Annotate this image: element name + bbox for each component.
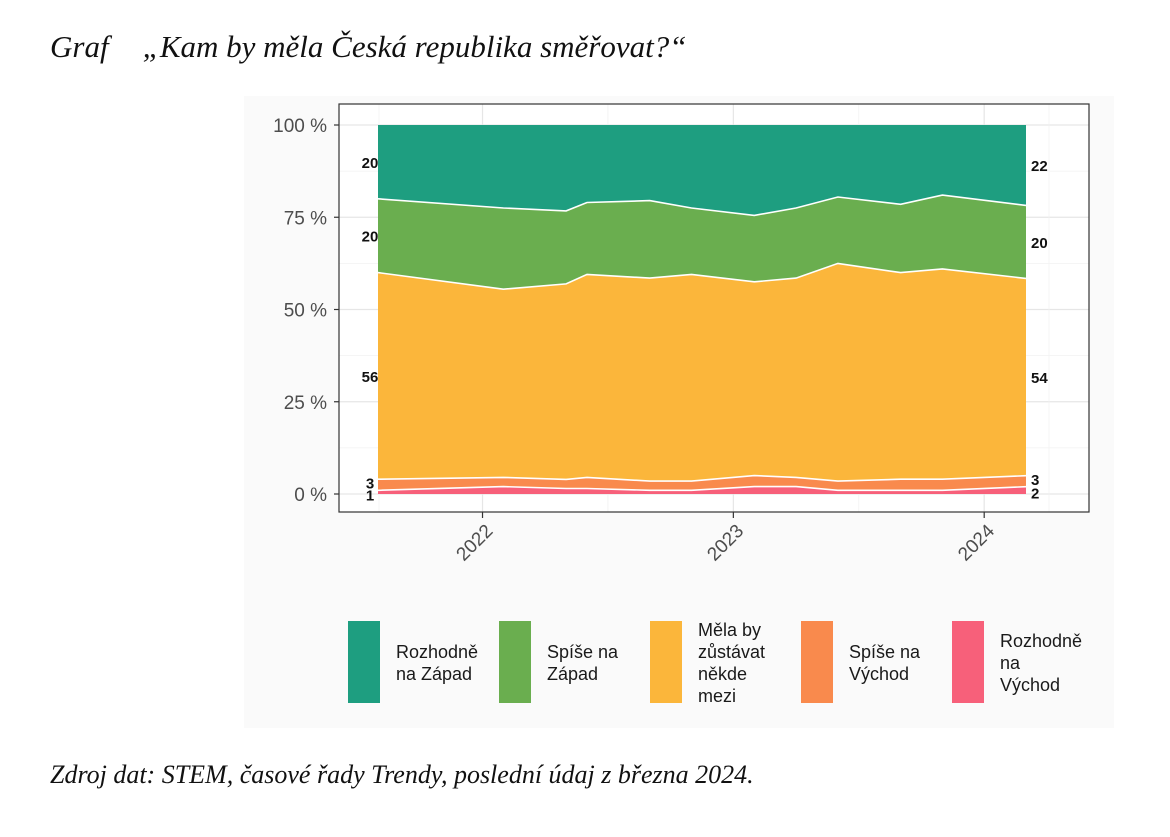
legend-label: Měla by	[698, 620, 761, 640]
area-boundary	[377, 474, 1027, 482]
x-tick-label: 2024	[954, 520, 999, 565]
legend-key	[952, 621, 984, 703]
legend-label: Spíše na	[849, 642, 921, 662]
end-value-label: 54	[1031, 370, 1048, 387]
y-tick-label: 100 %	[273, 116, 327, 137]
y-tick-label: 50 %	[284, 301, 327, 322]
stacked-area-chart: 0 %25 %50 %75 %100 %2022 2023 202413562020…	[273, 103, 1090, 706]
area-boundary	[377, 485, 1027, 492]
chart-title: „Kam by měla Česká republika směřovat?“	[142, 29, 687, 64]
x-tick-label: 2023	[703, 521, 748, 566]
start-value-label: 56	[362, 369, 379, 386]
panel-border	[338, 103, 1090, 513]
legend-key	[348, 621, 380, 703]
area-4	[378, 195, 1026, 290]
end-value-label: 2	[1031, 486, 1039, 503]
chart-figure: 0 % 25 % 50 % 75 % 100 % 2022 2023 2024 1 3 56 20 20…	[244, 96, 1114, 728]
area-3	[378, 263, 1026, 482]
legend-key	[801, 621, 833, 703]
legend-label: zůstávat	[698, 642, 765, 662]
legend-label: Západ	[547, 664, 598, 684]
area-boundary	[377, 194, 1027, 217]
start-value-label: 1	[366, 487, 374, 504]
legend-label: Spíše na	[547, 642, 619, 662]
end-value-label: 20	[1031, 235, 1048, 252]
area-boundary	[377, 262, 1027, 291]
legend-label: Východ	[849, 664, 909, 684]
chart-heading: Graf „Kam by měla Česká republika směřova…	[50, 28, 686, 65]
y-tick-label: 75 %	[284, 208, 327, 229]
legend-label: Rozhodně	[396, 642, 478, 662]
x-tick-label: 2022	[453, 521, 498, 566]
legend-label: na	[1000, 653, 1021, 673]
legend-label: Východ	[1000, 675, 1060, 695]
y-tick-label: 0 %	[294, 485, 327, 506]
legend-label: někde	[698, 664, 747, 684]
legend-key	[499, 621, 531, 703]
start-value-label: 20	[362, 155, 379, 172]
legend-label: mezi	[698, 686, 736, 706]
heading-prefix: Graf	[50, 29, 109, 64]
source-note: Zdroj dat: STEM, časové řady Trendy, pos…	[50, 760, 754, 789]
area-5	[378, 125, 1026, 216]
legend-label: Rozhodně	[1000, 631, 1082, 651]
legend-label: na Západ	[396, 664, 472, 684]
end-value-label: 3	[1031, 472, 1039, 489]
legend-key	[650, 621, 682, 703]
end-value-label: 22	[1031, 158, 1048, 175]
start-value-label: 20	[362, 229, 379, 246]
start-value-label: 3	[366, 476, 374, 493]
y-tick-label: 25 %	[284, 393, 327, 414]
